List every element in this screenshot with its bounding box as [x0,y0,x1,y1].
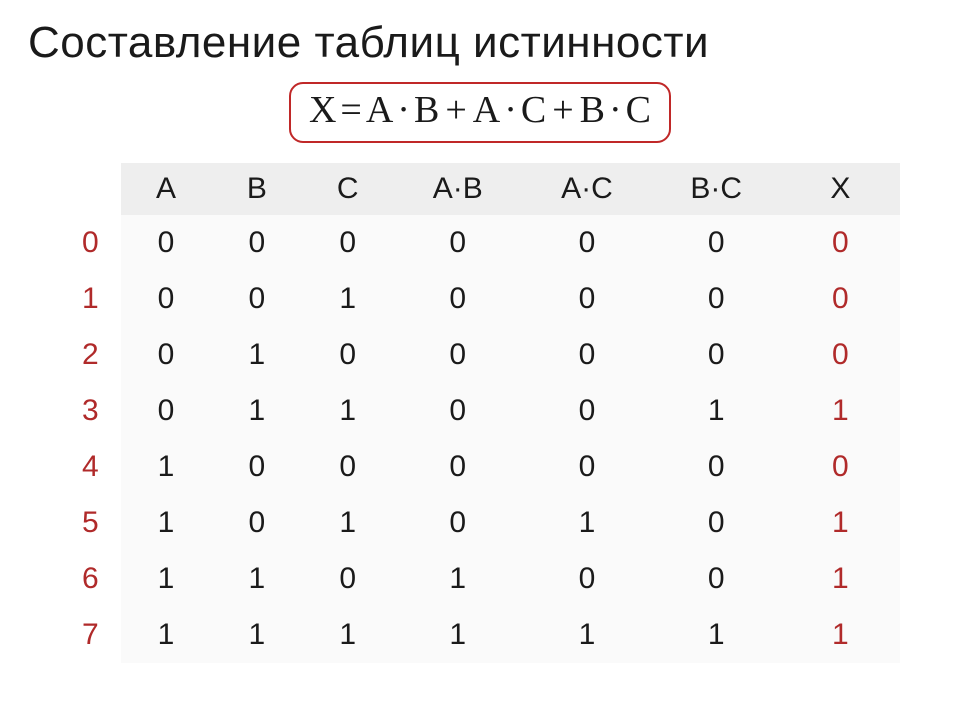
cell-X: 0 [781,215,900,271]
cell-AB: 0 [393,327,522,383]
cell-BC: 0 [652,439,781,495]
row-index: 0 [60,215,121,271]
row-index: 5 [60,495,121,551]
row-index: 1 [60,271,121,327]
cell-B: 1 [211,607,302,663]
formula-term: A·B [366,89,439,131]
plus-sign: + [546,89,579,131]
cell-X: 0 [781,271,900,327]
cell-B: 0 [211,215,302,271]
cell-B: 0 [211,495,302,551]
table-row: 41000000 [60,439,900,495]
cell-X: 0 [781,439,900,495]
table-row: 20100000 [60,327,900,383]
cell-BC: 0 [652,551,781,607]
col-AC: A·C [522,163,651,215]
cell-A: 1 [121,607,212,663]
cell-C: 1 [302,383,393,439]
cell-A: 0 [121,327,212,383]
cell-AB: 0 [393,439,522,495]
formula-container: X=A·B+A·C+B·C [28,82,932,143]
cell-AC: 0 [522,551,651,607]
table-row: 61101001 [60,551,900,607]
cell-C: 1 [302,271,393,327]
row-index: 3 [60,383,121,439]
formula-term: A·C [473,89,546,131]
cell-X: 1 [781,495,900,551]
cell-AB: 0 [393,495,522,551]
page-title: Составление таблиц истинности [28,18,932,68]
cell-AC: 0 [522,215,651,271]
cell-BC: 0 [652,327,781,383]
truth-table: A B C A·B A·C B·C X 00000000100100002010… [60,163,900,663]
cell-AB: 0 [393,383,522,439]
cell-AC: 0 [522,271,651,327]
cell-C: 0 [302,215,393,271]
cell-AB: 1 [393,551,522,607]
cell-C: 1 [302,495,393,551]
plus-sign: + [439,89,472,131]
row-index: 6 [60,551,121,607]
cell-C: 0 [302,327,393,383]
cell-AC: 0 [522,383,651,439]
cell-A: 0 [121,271,212,327]
table-row: 00000000 [60,215,900,271]
cell-AC: 1 [522,495,651,551]
cell-AB: 0 [393,271,522,327]
cell-AC: 1 [522,607,651,663]
table-header-row: A B C A·B A·C B·C X [60,163,900,215]
cell-X: 1 [781,551,900,607]
formula-lhs: X [309,89,336,131]
row-index: 2 [60,327,121,383]
cell-B: 1 [211,551,302,607]
cell-BC: 0 [652,215,781,271]
table-row: 30110011 [60,383,900,439]
cell-BC: 0 [652,271,781,327]
cell-A: 0 [121,383,212,439]
table-row: 10010000 [60,271,900,327]
cell-A: 1 [121,551,212,607]
cell-AC: 0 [522,327,651,383]
cell-A: 1 [121,495,212,551]
row-index: 7 [60,607,121,663]
cell-AC: 0 [522,439,651,495]
cell-AB: 0 [393,215,522,271]
truth-table-container: A B C A·B A·C B·C X 00000000100100002010… [60,163,900,663]
col-C: C [302,163,393,215]
cell-C: 1 [302,607,393,663]
col-B: B [211,163,302,215]
cell-BC: 1 [652,607,781,663]
cell-AB: 1 [393,607,522,663]
col-A: A [121,163,212,215]
cell-A: 1 [121,439,212,495]
slide: Составление таблиц истинности X=A·B+A·C+… [0,0,960,720]
cell-X: 1 [781,383,900,439]
cell-C: 0 [302,551,393,607]
formula-term: B·C [580,89,651,131]
col-BC: B·C [652,163,781,215]
col-X: X [781,163,900,215]
cell-C: 0 [302,439,393,495]
table-row: 71111111 [60,607,900,663]
cell-X: 0 [781,327,900,383]
cell-X: 1 [781,607,900,663]
cell-B: 1 [211,327,302,383]
equals-sign: = [336,89,365,131]
cell-B: 0 [211,271,302,327]
cell-BC: 1 [652,383,781,439]
col-AB: A·B [393,163,522,215]
cell-BC: 0 [652,495,781,551]
formula: X=A·B+A·C+B·C [289,82,671,143]
cell-A: 0 [121,215,212,271]
table-row: 51010101 [60,495,900,551]
cell-B: 1 [211,383,302,439]
row-index: 4 [60,439,121,495]
cell-B: 0 [211,439,302,495]
